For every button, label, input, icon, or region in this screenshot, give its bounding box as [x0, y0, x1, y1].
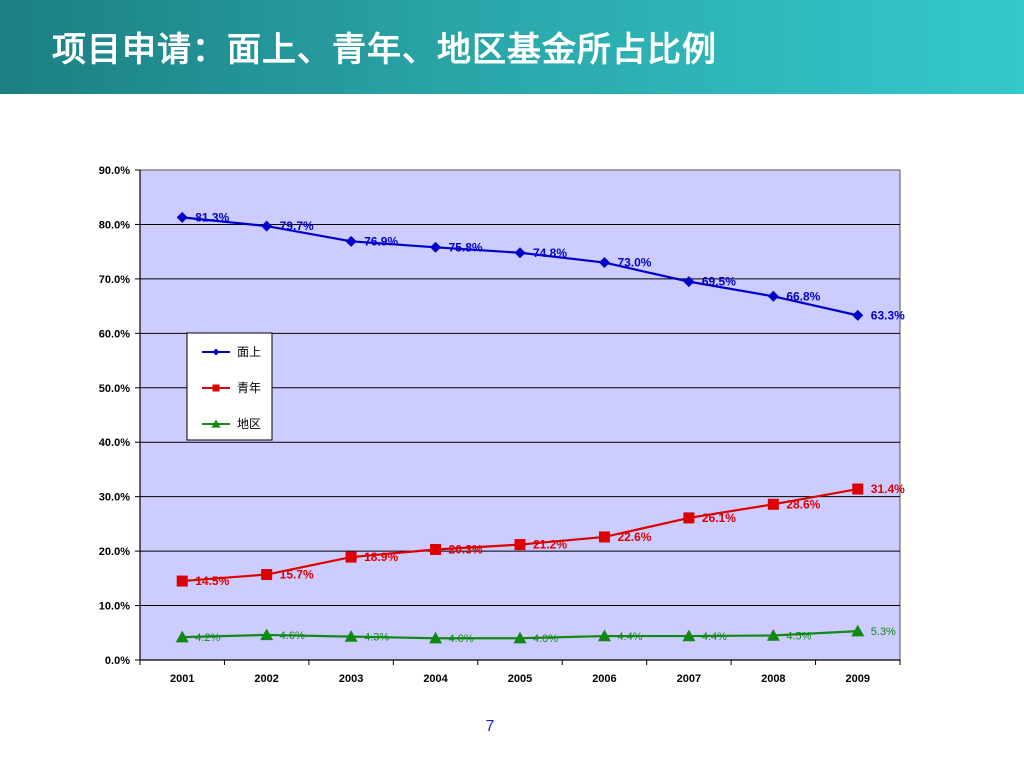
- data-label: 21.2%: [533, 538, 567, 552]
- data-label: 73.0%: [617, 256, 651, 270]
- x-tick-label: 2003: [339, 673, 363, 685]
- data-label: 22.6%: [617, 530, 651, 544]
- series-青年: 14.5% 15.7% 18.9% 20.3% 21.2% 22.6% 26.1% 28.6%…: [176, 482, 905, 588]
- y-tick-label: 80.0%: [99, 219, 130, 231]
- legend-label: 地区: [237, 417, 261, 431]
- x-tick-label: 2005: [508, 673, 532, 685]
- data-point: [176, 575, 188, 587]
- x-tick-label: 2007: [677, 673, 701, 685]
- data-label: 69.5%: [702, 275, 736, 289]
- y-tick-label: 30.0%: [99, 492, 130, 504]
- data-label: 75.8%: [449, 240, 483, 254]
- data-point: [767, 498, 779, 510]
- data-point: [261, 220, 273, 232]
- slide-title: 项目申请：面上、青年、地区基金所占比例: [52, 30, 717, 70]
- y-tick-label: 40.0%: [99, 437, 130, 449]
- data-label: 26.1%: [702, 511, 736, 525]
- data-label: 18.9%: [364, 550, 398, 564]
- data-point: [344, 630, 358, 642]
- data-point: [260, 628, 274, 641]
- data-point: [261, 569, 273, 581]
- y-tick-label: 50.0%: [99, 383, 130, 395]
- y-tick-label: 60.0%: [99, 328, 130, 340]
- data-point: [597, 629, 611, 642]
- y-tick-label: 20.0%: [99, 546, 130, 558]
- data-label: 4.4%: [702, 631, 727, 643]
- data-point: [852, 483, 864, 495]
- y-tick-label: 0.0%: [105, 655, 130, 667]
- data-label: 4.0%: [449, 633, 474, 645]
- x-tick-label: 2006: [592, 673, 616, 685]
- series-面上: 81.3% 79.7% 76.9% 75.8% 74.8% 73.0% 69.5% 66.8%…: [176, 210, 905, 322]
- data-point: [430, 543, 442, 555]
- data-label: 31.4%: [871, 482, 905, 496]
- data-point: [766, 629, 780, 641]
- data-label: 20.3%: [449, 542, 483, 556]
- data-point: [852, 309, 864, 321]
- data-point: [851, 624, 865, 637]
- data-label: 28.6%: [786, 497, 820, 511]
- y-tick-label: 90.0%: [99, 165, 130, 177]
- data-point: [212, 384, 220, 392]
- x-tick-label: 2009: [846, 673, 870, 685]
- data-point: [767, 290, 779, 302]
- x-tick-label: 2004: [423, 673, 448, 685]
- legend-label: 青年: [237, 381, 261, 395]
- legend-label: 面上: [237, 345, 261, 359]
- data-point: [345, 551, 357, 563]
- title-bar: 项目申请：面上、青年、地区基金所占比例: [0, 0, 1024, 94]
- data-point: [514, 247, 526, 259]
- y-tick-label: 10.0%: [99, 601, 130, 613]
- data-label: 79.7%: [280, 219, 314, 233]
- data-label: 63.3%: [871, 308, 905, 322]
- data-point: [212, 348, 220, 356]
- data-label: 4.0%: [533, 633, 558, 645]
- data-point: [598, 531, 610, 543]
- data-label: 66.8%: [786, 289, 820, 303]
- data-point: [683, 512, 695, 524]
- page-number: 7: [485, 718, 495, 735]
- data-label: 81.3%: [195, 210, 229, 224]
- series-地区: 4.2% 4.6% 4.3% 4.0% 4.0% 4.4% 4.4% 4.5% 5.3%: [175, 624, 896, 645]
- data-point: [430, 241, 442, 253]
- data-label: 4.4%: [617, 631, 642, 643]
- data-label: 76.9%: [364, 234, 398, 248]
- data-point: [513, 631, 527, 644]
- legend-box: [186, 332, 273, 441]
- data-point: [175, 630, 189, 643]
- data-point: [211, 419, 221, 428]
- data-label: 14.5%: [195, 574, 229, 588]
- data-point: [514, 539, 526, 551]
- data-label: 4.6%: [280, 630, 305, 642]
- data-label: 4.2%: [195, 632, 220, 644]
- data-point: [598, 257, 610, 269]
- y-tick-label: 70.0%: [99, 274, 130, 286]
- data-label: 74.8%: [533, 246, 567, 260]
- data-label: 4.3%: [364, 632, 389, 644]
- data-label: 5.3%: [871, 626, 896, 638]
- data-label: 15.7%: [280, 568, 314, 582]
- data-point: [683, 276, 695, 288]
- data-point: [345, 235, 357, 247]
- data-point: [682, 629, 696, 642]
- x-tick-label: 2002: [254, 673, 278, 685]
- data-point: [176, 211, 188, 223]
- data-point: [429, 631, 443, 644]
- x-tick-label: 2001: [170, 673, 194, 685]
- data-label: 4.5%: [786, 631, 811, 643]
- x-tick-label: 2008: [761, 673, 785, 685]
